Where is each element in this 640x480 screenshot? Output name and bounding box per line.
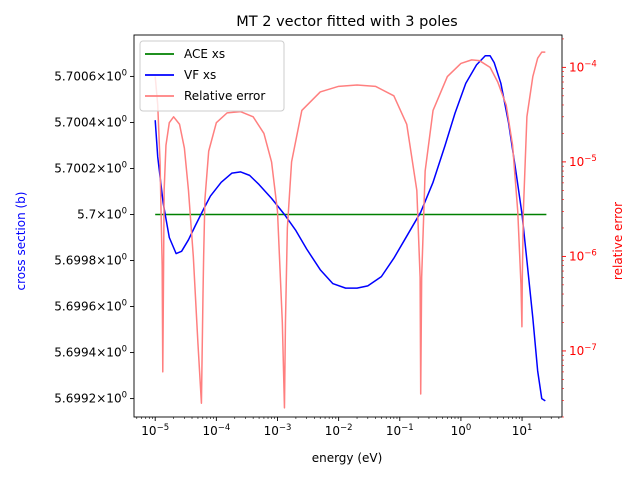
y-right-tick-label: 10−6 [569,248,597,263]
series-line-relative-error [154,51,546,409]
plot-area [154,51,547,409]
x-tick-label: 10−4 [202,423,230,438]
y-left-tick-label: 5.7004×100 [54,114,127,129]
x-tick-label: 10−3 [264,423,292,438]
y-left-tick-label: 5.7006×100 [54,68,127,83]
y-axis-right-label: relative error [611,202,625,280]
y-left-tick-label: 5.6992×100 [54,391,127,406]
x-axis-label: energy (eV) [312,451,383,465]
x-tick-label: 10−5 [141,423,169,438]
y-left-tick-label: 5.6996×100 [54,299,127,314]
plot-frame [133,34,563,418]
legend-label: VF xs [184,68,216,82]
legend-label: ACE xs [184,47,225,61]
y-left-tick-label: 5.6994×100 [54,345,127,360]
chart-title: MT 2 vector fitted with 3 poles [236,14,457,30]
x-tick-label: 101 [512,423,533,438]
y-left-tick-label: 5.6998×100 [54,253,127,268]
series-line-vf-xs [154,54,546,402]
y-right-tick-label: 10−5 [569,154,597,169]
legend-box [139,40,285,112]
axes: 10−5 10−4 10−3 10−2 10−1 100 101 5.6992×100 5.69… [54,34,597,438]
y-left-tick-label: 5.7×100 [77,206,127,221]
x-tick-label: 10−2 [325,423,353,438]
y-left-tick-label: 5.7002×100 [54,160,127,175]
series-lines [154,51,547,409]
x-tick-label: 100 [451,423,472,438]
y-right-tick-label: 10−7 [569,343,597,358]
y-right-tick-label: 10−4 [569,59,597,74]
legend: ACE xs VF xs Relative error [139,40,285,112]
x-tick-label: 10−1 [386,423,414,438]
legend-label: Relative error [184,89,265,103]
y-axis-left-label: cross section (b) [14,192,28,291]
